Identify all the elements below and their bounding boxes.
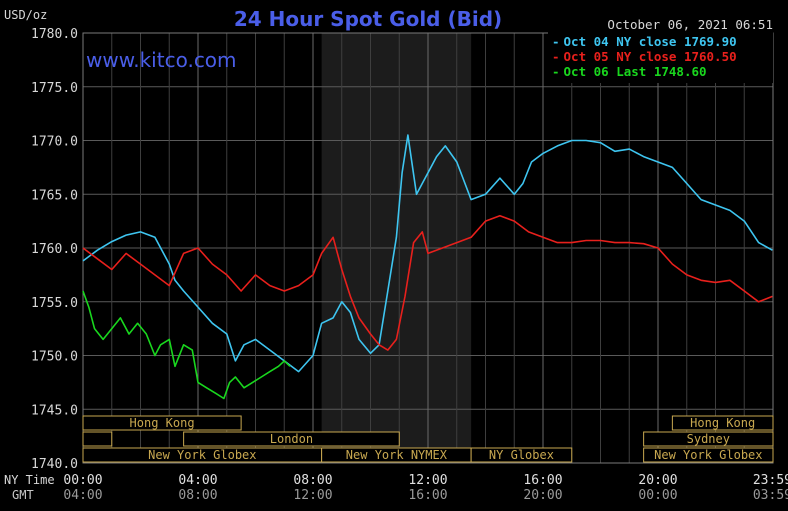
legend-entry-oct06: - Oct 06 Last 1748.60	[552, 64, 707, 79]
x-tick-label-gmt: 03:59	[753, 488, 788, 503]
session-bar	[82, 415, 242, 431]
y-tick-label: 1750.0	[31, 350, 78, 365]
session-bar	[643, 447, 774, 463]
x-tick-label-ny: 12:00	[408, 473, 447, 488]
session-label: NY Globex	[489, 448, 554, 462]
session-label: New York NYMEX	[346, 448, 448, 462]
x-axis-gmt-label: GMT	[12, 488, 34, 502]
session-bar	[643, 431, 774, 447]
y-tick-label: 1780.0	[31, 27, 78, 42]
session-label: New York Globex	[654, 448, 762, 462]
session-bar	[671, 415, 774, 431]
x-tick-label-gmt: 08:00	[178, 488, 217, 503]
y-tick-label: 1755.0	[31, 296, 78, 311]
x-tick-label-gmt: 16:00	[408, 488, 447, 503]
y-tick-label: 1740.0	[31, 457, 78, 472]
series-line-1	[82, 215, 773, 351]
x-tick-label-gmt: 12:00	[293, 488, 332, 503]
x-tick-label-ny: 00:00	[63, 473, 102, 488]
x-tick-label-ny: 04:00	[178, 473, 217, 488]
legend-entry-oct04: - Oct 04 NY close 1769.90	[552, 34, 737, 49]
y-axis-label: USD/oz	[4, 8, 47, 22]
session-label: Hong Kong	[130, 416, 195, 430]
legend-box	[548, 31, 773, 83]
legend: - Oct 04 NY close 1769.90 - Oct 05 NY clos…	[548, 31, 773, 83]
chart-title: 24 Hour Spot Gold (Bid)	[234, 7, 502, 31]
x-tick-label-ny: 16:00	[523, 473, 562, 488]
session-bar	[183, 431, 400, 447]
session-bar	[470, 447, 573, 463]
x-tick-label-gmt: 04:00	[63, 488, 102, 503]
y-tick-label: 1745.0	[31, 403, 78, 418]
x-tick-label-ny: 23:59	[753, 473, 788, 488]
timestamp: October 06, 2021 06:51	[607, 17, 773, 32]
x-axis-ny-time-label: NY Time	[4, 473, 55, 487]
series-line-0	[82, 134, 773, 373]
y-tick-label: 1765.0	[31, 188, 78, 203]
session-label: London	[270, 432, 313, 446]
x-tick-label-ny: 20:00	[638, 473, 677, 488]
x-tick-label-ny: 08:00	[293, 473, 332, 488]
series-line-2	[82, 290, 291, 400]
session-bar	[82, 431, 113, 447]
session-label: New York Globex	[148, 448, 256, 462]
y-tick-label: 1770.0	[31, 135, 78, 150]
y-tick-label: 1760.0	[31, 242, 78, 257]
x-tick-label-gmt: 20:00	[523, 488, 562, 503]
y-tick-label: 1775.0	[31, 81, 78, 96]
session-label: Hong Kong	[690, 416, 755, 430]
x-tick-label-gmt: 00:00	[638, 488, 677, 503]
legend-entry-oct05: - Oct 05 NY close 1760.50	[552, 49, 737, 64]
kitco-watermark: www.kitco.com	[86, 48, 237, 72]
session-label: Sydney	[687, 432, 730, 446]
